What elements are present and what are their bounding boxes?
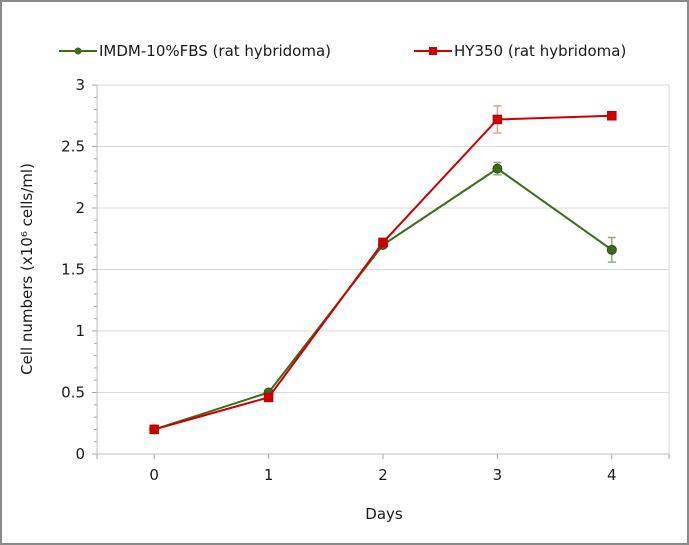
svg-text:2: 2 — [378, 466, 388, 484]
circle-marker-icon — [74, 47, 82, 55]
x-axis-title: Days — [365, 505, 403, 523]
svg-text:2: 2 — [75, 199, 85, 217]
svg-text:2.5: 2.5 — [61, 138, 85, 156]
svg-text:0: 0 — [149, 466, 159, 484]
svg-text:3: 3 — [493, 466, 503, 484]
square-marker-icon — [429, 47, 437, 55]
svg-text:1.5: 1.5 — [61, 261, 85, 279]
svg-text:3: 3 — [75, 76, 85, 94]
legend-item-imdm: IMDM-10%FBS (rat hybridoma) — [59, 42, 331, 60]
svg-text:0.5: 0.5 — [61, 384, 85, 402]
legend-line-imdm — [59, 47, 97, 55]
svg-text:4: 4 — [607, 466, 617, 484]
y-axis-title: Cell numbers (x10⁶ cells/ml) — [18, 163, 36, 375]
svg-text:1: 1 — [75, 322, 85, 340]
svg-text:0: 0 — [75, 445, 85, 463]
legend-label-imdm: IMDM-10%FBS (rat hybridoma) — [99, 42, 332, 60]
legend-item-hy350: HY350 (rat hybridoma) — [414, 42, 626, 60]
legend-line-hy350 — [414, 47, 452, 55]
svg-text:1: 1 — [264, 466, 274, 484]
legend-label-hy350: HY350 (rat hybridoma) — [454, 42, 627, 60]
